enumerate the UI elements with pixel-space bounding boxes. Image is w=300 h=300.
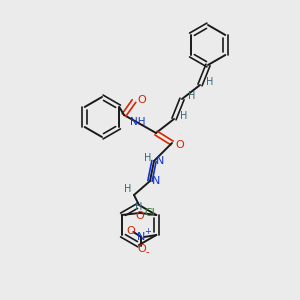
Text: H: H <box>124 184 132 194</box>
Text: H: H <box>188 91 196 101</box>
Text: H: H <box>135 202 142 212</box>
Text: O: O <box>137 244 146 254</box>
Text: Cl: Cl <box>144 208 155 218</box>
Text: O: O <box>176 140 184 150</box>
Text: +: + <box>144 226 151 236</box>
Text: O: O <box>135 211 144 221</box>
Text: O: O <box>126 226 135 236</box>
Text: -: - <box>146 247 149 257</box>
Text: O: O <box>138 95 146 105</box>
Text: NH: NH <box>130 117 146 127</box>
Text: N: N <box>156 156 164 166</box>
Text: H: H <box>180 111 188 121</box>
Text: H: H <box>144 153 152 163</box>
Text: H: H <box>206 77 214 87</box>
Text: N: N <box>137 232 146 242</box>
Text: N: N <box>152 176 160 186</box>
